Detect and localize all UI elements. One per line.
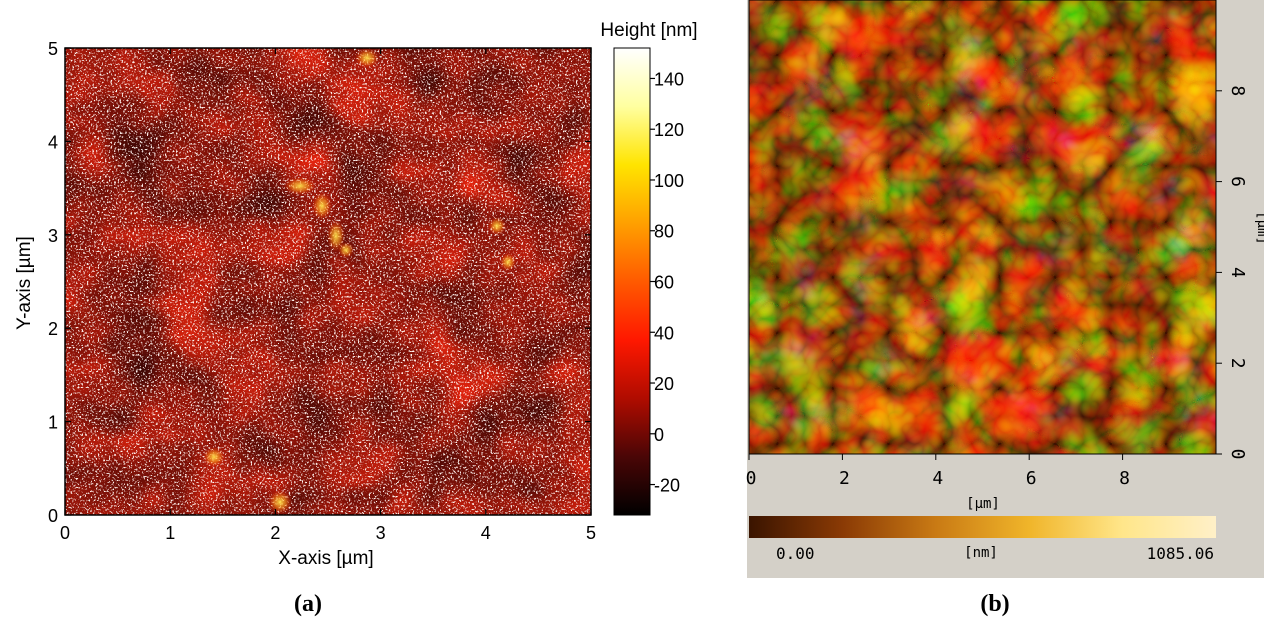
y-tick-label-a: 5 bbox=[48, 39, 58, 59]
x-tick-label-a: 1 bbox=[165, 523, 175, 543]
axes-a: 0 1 2 3 4 5 0 1 2 3 4 5 bbox=[48, 39, 596, 543]
y-tick-label-a: 3 bbox=[48, 226, 58, 246]
y-axis-label-a: Y-axis [µm] bbox=[14, 236, 35, 330]
x-axis-label-b: [µm] bbox=[966, 496, 1000, 512]
heatmap-a-features bbox=[203, 48, 516, 514]
y-tick-label-b: 0 bbox=[1227, 449, 1248, 460]
panel-b: 0 2 4 6 8 0 2 4 6 8 [µm] [µm] 0.00 [nm] 1085.06 (… bbox=[746, 0, 1264, 617]
panel-a-label: (a) bbox=[294, 591, 322, 617]
y-tick-label-b: 8 bbox=[1227, 85, 1248, 96]
colorbar-a-tick-label: 120 bbox=[654, 120, 684, 140]
colorbar-a-tick-label: 60 bbox=[654, 273, 674, 293]
colorbar-b-unit: [nm] bbox=[964, 545, 998, 561]
x-tick-label-b: 4 bbox=[932, 468, 943, 489]
x-tick-label-a: 3 bbox=[376, 523, 386, 543]
y-tick-label-a: 2 bbox=[48, 319, 58, 339]
x-axis-label-a: X-axis [µm] bbox=[278, 548, 373, 569]
colorbar-a-tick-label: 40 bbox=[654, 323, 674, 343]
x-tick-label-a: 5 bbox=[586, 523, 596, 543]
y-axis-label-b: [µm] bbox=[1254, 211, 1264, 245]
x-tick-label-a: 4 bbox=[481, 523, 491, 543]
panel-a: 0 1 2 3 4 5 0 1 2 3 4 5 X-axis [µm] Y-axis [µm] -20… bbox=[14, 20, 698, 617]
colorbar-b-max: 1085.06 bbox=[1147, 544, 1214, 563]
y-tick-label-a: 0 bbox=[48, 506, 58, 526]
y-tick-label-a: 4 bbox=[48, 132, 58, 152]
y-tick-label-b: 4 bbox=[1227, 267, 1248, 278]
colorbar-a-tick-label: 80 bbox=[654, 222, 674, 242]
colorbar-a-tick-label: 20 bbox=[654, 374, 674, 394]
heatmap-a-image bbox=[65, 48, 591, 515]
x-tick-label-b: 2 bbox=[839, 468, 850, 489]
y-tick-label-b: 6 bbox=[1227, 176, 1248, 187]
axes-b: 0 2 4 6 8 0 2 4 6 8 bbox=[746, 85, 1248, 489]
y-tick-label-a: 1 bbox=[48, 413, 58, 433]
heatmap-a-frame bbox=[64, 47, 592, 516]
colorbar-b-min: 0.00 bbox=[776, 544, 815, 563]
colorbar-a-ticks: -20 0 20 40 60 80 100 120 140 bbox=[650, 69, 684, 496]
panel-b-label: (b) bbox=[980, 591, 1009, 617]
heatmap-b-frame bbox=[748, 0, 1217, 455]
x-tick-label-b: 0 bbox=[746, 468, 757, 489]
colorbar-a-title: Height [nm] bbox=[600, 20, 697, 41]
y-tick-label-b: 2 bbox=[1227, 358, 1248, 369]
x-tick-label-a: 0 bbox=[60, 523, 70, 543]
x-tick-label-a: 2 bbox=[270, 523, 280, 543]
heatmap-b-image bbox=[749, 0, 1216, 454]
colorbar-a-tick-label: 100 bbox=[654, 171, 684, 191]
colorbar-b bbox=[749, 516, 1216, 538]
colorbar-a-tick-label: -20 bbox=[654, 476, 680, 496]
colorbar-a bbox=[613, 47, 651, 516]
x-tick-label-b: 6 bbox=[1026, 468, 1037, 489]
x-tick-label-b: 8 bbox=[1119, 468, 1130, 489]
colorbar-a-tick-label: 0 bbox=[654, 425, 664, 445]
colorbar-a-tick-label: 140 bbox=[654, 69, 684, 89]
